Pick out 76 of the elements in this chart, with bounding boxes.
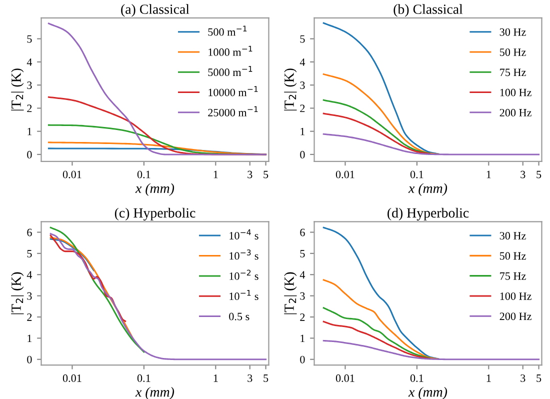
y-axis-title: |T$_{2}$| (K)	[284, 272, 297, 314]
x-tick-label: 0.01	[336, 170, 354, 178]
y-tick-label: 0	[300, 356, 305, 364]
x-tick-label: 5	[536, 170, 542, 178]
y-tick-label: 4	[26, 271, 32, 278]
x-tick-label: 5	[264, 170, 268, 178]
x-tick-label: 0.01	[336, 374, 354, 382]
legend-label: 30 Hz	[500, 28, 526, 36]
legend-label: 1000 m$^{−1}$	[208, 46, 252, 56]
chart-title: (a) Classical	[121, 4, 190, 17]
y-tick-label: 2	[27, 104, 32, 112]
legend-label: 0.5 s	[229, 312, 250, 320]
legend-label: 75 Hz	[500, 272, 526, 280]
y-tick-label: 4	[300, 58, 306, 66]
y-tick-label: 0	[27, 356, 32, 364]
x-tick-label: 5	[536, 374, 542, 382]
y-tick-label: 2	[300, 104, 305, 112]
y-tick-label: 2	[27, 313, 32, 321]
legend-label: 100 Hz	[500, 88, 532, 96]
chart-title: (d) Hyperbolic	[388, 208, 469, 220]
legend-label: 75 Hz	[500, 68, 526, 76]
y-tick-label: 1	[28, 128, 32, 136]
y-tick-label: 0	[27, 150, 32, 158]
x-tick-label: 1	[486, 170, 491, 178]
y-tick-label: 3	[27, 82, 32, 90]
y-tick-label: 5	[27, 250, 32, 258]
legend-label: 25000 m$^{−1}$	[208, 106, 258, 116]
y-tick-label: 4	[300, 271, 306, 278]
legend-label: 10$^{−2}$ s	[230, 270, 258, 280]
y-tick-label: 2	[300, 313, 305, 321]
y-axis-title: |T$_{2}$| (K)	[11, 68, 24, 110]
legend-label: 10000 m$^{−1}$	[208, 86, 258, 96]
legend-label: 50 Hz	[500, 48, 526, 56]
x-axis-title: x (mm)	[408, 183, 448, 196]
y-tick-label: 5	[27, 35, 32, 43]
x-tick-label: 0.01	[62, 374, 82, 382]
y-tick-label: 5	[300, 250, 305, 258]
y-tick-label: 4	[26, 58, 32, 66]
legend-label: 10$^{−4}$ s	[230, 229, 258, 240]
legend-label: 200 Hz	[500, 108, 532, 116]
x-tick-label: 0.1	[410, 374, 424, 382]
y-tick-label: 5	[300, 35, 305, 43]
y-tick-label: 1	[300, 334, 305, 342]
y-axis-title: |T$_{2}$| (K)	[11, 272, 24, 314]
x-tick-label: 3	[520, 374, 526, 382]
chart-title: (c) Hyperbolic	[114, 208, 196, 220]
legend-label: 50 Hz	[500, 252, 526, 260]
x-tick-label: 0.01	[62, 170, 82, 178]
x-tick-label: 1	[214, 170, 218, 178]
x-tick-label: 3	[520, 170, 526, 178]
y-tick-label: 3	[27, 292, 32, 300]
legend-label: 30 Hz	[500, 232, 526, 240]
y-tick-label: 3	[300, 292, 305, 300]
legend-label: 5000 m$^{−1}$	[208, 66, 252, 76]
legend-label: 100 Hz	[500, 292, 532, 300]
x-tick-label: 0.1	[137, 374, 150, 382]
x-tick-label: 3	[248, 374, 252, 382]
y-tick-label: 6	[300, 228, 305, 236]
legend-label: 200 Hz	[500, 312, 532, 320]
y-tick-label: 1	[300, 128, 305, 136]
y-tick-label: 3	[300, 82, 305, 90]
x-tick-label: 1	[486, 374, 491, 382]
legend-label: 500 m$^{−1}$	[208, 26, 247, 36]
x-tick-label: 1	[214, 374, 218, 382]
x-tick-label: 3	[248, 170, 252, 178]
y-tick-label: 1	[28, 334, 32, 342]
x-tick-label: 5	[264, 374, 268, 382]
x-tick-label: 0.1	[410, 170, 424, 178]
legend-label: 10$^{−3}$ s	[230, 250, 258, 260]
legend-label: 10$^{−1}$ s	[230, 290, 258, 300]
x-tick-label: 0.1	[137, 170, 150, 178]
chart-title: (b) Classical	[394, 4, 463, 17]
x-axis-title: x (mm)	[135, 183, 174, 196]
y-axis-title: |T$_{2}$| (K)	[284, 68, 297, 110]
y-tick-label: 0	[300, 150, 305, 158]
y-tick-label: 6	[27, 228, 32, 236]
